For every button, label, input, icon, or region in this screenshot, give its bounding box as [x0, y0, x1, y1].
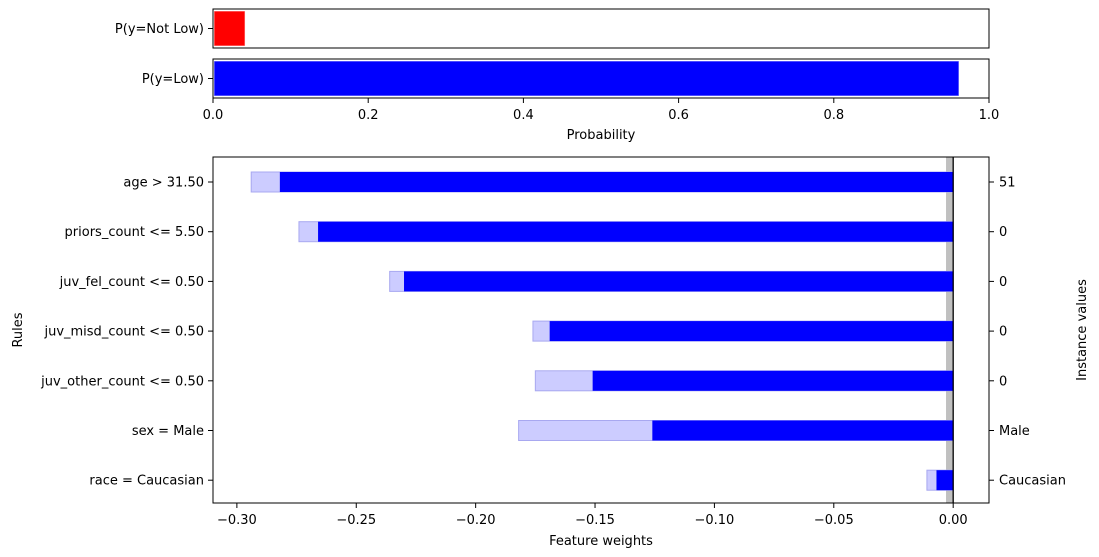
feature-weights-chart: age > 31.50 priors_count <= 5.50 juv_fel_c…	[11, 156, 1090, 549]
fw-instance-value: 0	[999, 374, 1007, 389]
prob-xtick-label: 0.4	[513, 108, 534, 123]
fw-bar-2	[404, 271, 954, 292]
prob-bars	[213, 10, 960, 97]
prob-axes-not-low	[212, 8, 990, 49]
fw-xlabel: Feature weights	[549, 534, 653, 549]
prob-xtick-label: 0.2	[358, 108, 379, 123]
fw-bar-5	[652, 420, 954, 441]
fw-bars	[250, 157, 954, 503]
prob-x-ticks: 0.0 0.2 0.4 0.6 0.8 1.0	[203, 98, 1000, 123]
prob-xtick-label: 0.0	[203, 108, 224, 123]
fw-xtick-label: −0.25	[336, 513, 376, 528]
fw-xtick-label: −0.05	[814, 513, 854, 528]
prob-xtick-label: 0.8	[823, 108, 844, 123]
fw-ylabel-right: Instance values	[1075, 279, 1090, 381]
prob-category-labels: P(y=Not Low) P(y=Low)	[115, 22, 213, 87]
fw-axes-frame	[212, 156, 990, 504]
fw-rule-label: juv_misd_count <= 0.50	[43, 325, 204, 340]
fw-xtick-label: −0.30	[217, 513, 257, 528]
prob-category-label: P(y=Low)	[142, 72, 204, 87]
fw-rule-label: priors_count <= 5.50	[65, 225, 204, 240]
fw-rule-label: sex = Male	[132, 424, 204, 439]
fw-instance-value: 51	[999, 176, 1016, 191]
prob-xlabel: Probability	[567, 128, 636, 143]
fw-x-ticks: −0.30 −0.25 −0.20 −0.15 −0.10 −0.05 0.00	[217, 503, 968, 528]
fw-instance-value: 0	[999, 275, 1007, 290]
fw-bar-6	[936, 470, 954, 491]
fw-rule-label: race = Caucasian	[89, 474, 204, 489]
fw-instance-values: 51 0 0 0 0 Male Caucasian	[989, 176, 1066, 489]
fw-xtick-label: −0.15	[575, 513, 615, 528]
fw-rule-label: age > 31.50	[123, 176, 204, 191]
fw-bar-4	[592, 370, 954, 391]
prob-xtick-label: 0.6	[668, 108, 689, 123]
prob-bar-1	[213, 60, 960, 97]
fw-xtick-label: 0.00	[939, 513, 968, 528]
fw-rule-label: juv_fel_count <= 0.50	[59, 275, 204, 290]
prob-category-label: P(y=Not Low)	[115, 22, 204, 37]
fw-ylabel: Rules	[11, 312, 26, 347]
fw-instance-value: 0	[999, 325, 1007, 340]
fw-instance-value: Male	[999, 424, 1030, 439]
fw-instance-value: Caucasian	[999, 474, 1066, 489]
fw-xtick-label: −0.10	[694, 513, 734, 528]
fw-rule-labels: age > 31.50 priors_count <= 5.50 juv_fel_c…	[40, 176, 213, 489]
fw-xtick-label: −0.20	[456, 513, 496, 528]
fw-rule-label: juv_other_count <= 0.50	[40, 374, 204, 389]
probability-chart: P(y=Not Low)P(y=Low) 0.0 0.2 0.4 0.6 0.8 1.0 …	[115, 8, 1000, 143]
fw-bar-0	[279, 172, 954, 192]
fw-instance-value: 0	[999, 225, 1007, 240]
fw-bar-3	[549, 321, 954, 342]
fw-bar-1	[318, 221, 954, 242]
prob-bar-0	[213, 10, 246, 47]
prob-xtick-label: 1.0	[979, 108, 1000, 123]
